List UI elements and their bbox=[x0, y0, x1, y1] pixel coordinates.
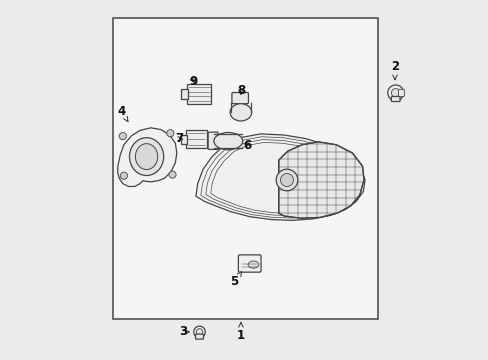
Polygon shape bbox=[278, 142, 363, 218]
Circle shape bbox=[119, 132, 126, 140]
Circle shape bbox=[120, 172, 127, 179]
Bar bbox=[113, 18, 377, 319]
Circle shape bbox=[196, 329, 203, 335]
Circle shape bbox=[280, 174, 293, 186]
Text: 2: 2 bbox=[390, 60, 398, 80]
Circle shape bbox=[168, 171, 176, 178]
Circle shape bbox=[193, 326, 205, 338]
Ellipse shape bbox=[230, 104, 251, 121]
Text: 6: 6 bbox=[243, 139, 251, 152]
FancyBboxPatch shape bbox=[238, 255, 261, 272]
FancyBboxPatch shape bbox=[231, 93, 248, 104]
Polygon shape bbox=[118, 128, 177, 186]
Ellipse shape bbox=[129, 138, 163, 176]
FancyBboxPatch shape bbox=[186, 130, 206, 148]
Circle shape bbox=[390, 89, 399, 97]
FancyBboxPatch shape bbox=[186, 84, 211, 104]
Polygon shape bbox=[196, 134, 365, 220]
Polygon shape bbox=[278, 142, 363, 218]
FancyBboxPatch shape bbox=[390, 96, 399, 102]
Circle shape bbox=[166, 130, 174, 137]
Circle shape bbox=[387, 85, 403, 101]
Ellipse shape bbox=[135, 144, 158, 170]
Text: 7: 7 bbox=[175, 132, 183, 145]
Text: 1: 1 bbox=[236, 323, 244, 342]
FancyBboxPatch shape bbox=[181, 89, 187, 99]
Text: 5: 5 bbox=[230, 272, 241, 288]
Text: 9: 9 bbox=[189, 75, 197, 87]
FancyBboxPatch shape bbox=[208, 132, 218, 149]
FancyBboxPatch shape bbox=[181, 135, 186, 144]
Text: 8: 8 bbox=[236, 84, 244, 97]
Text: 3: 3 bbox=[179, 325, 187, 338]
Text: 4: 4 bbox=[117, 105, 128, 121]
FancyBboxPatch shape bbox=[195, 334, 203, 339]
Ellipse shape bbox=[247, 261, 258, 268]
FancyBboxPatch shape bbox=[398, 89, 404, 96]
Ellipse shape bbox=[213, 132, 242, 150]
Circle shape bbox=[276, 169, 297, 191]
